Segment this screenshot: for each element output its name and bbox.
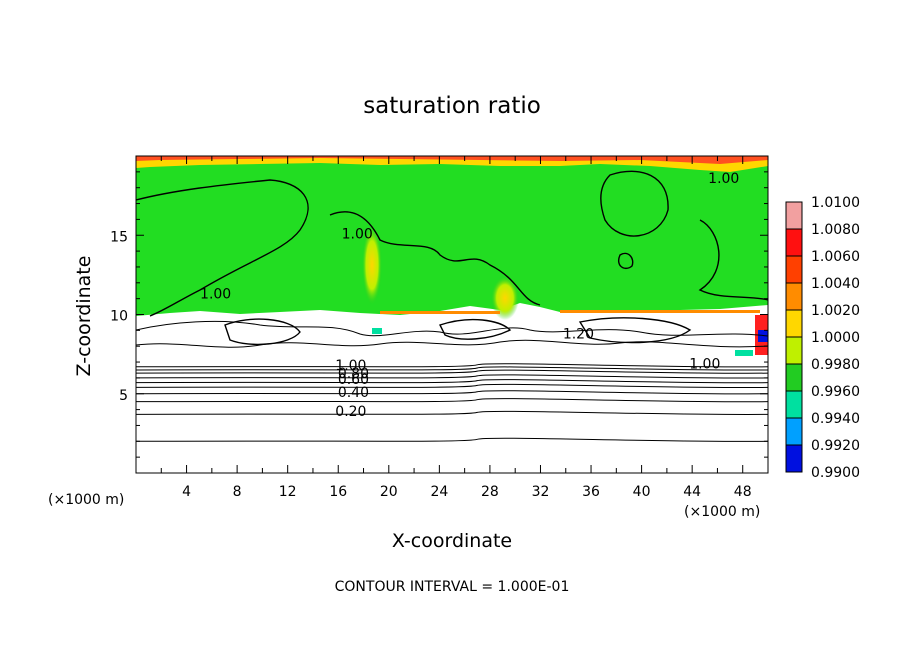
x-tick-label: 4 xyxy=(182,484,191,500)
edge-strip-right-blue xyxy=(758,330,768,342)
chart-title: saturation ratio xyxy=(363,93,541,119)
horizontal-contours xyxy=(136,363,768,442)
colorbar-label: 0.9920 xyxy=(811,438,860,454)
colorbar-swatch xyxy=(786,310,802,337)
colorbar-swatch xyxy=(786,418,802,445)
colorbar-label: 1.0100 xyxy=(811,195,860,211)
contour-upper-left xyxy=(136,179,309,317)
x-tick-label: 32 xyxy=(532,484,550,500)
x-tick-label: 12 xyxy=(279,484,297,500)
y-axis: 5 10 15 xyxy=(110,171,768,458)
hotspot-left xyxy=(362,225,382,305)
colorbar-swatch xyxy=(786,364,802,391)
contour-middle xyxy=(329,211,541,306)
x-axis-label: X-coordinate xyxy=(392,530,512,552)
contour-labels: 1.001.001.001.201.001.000.800.600.400.20 xyxy=(200,171,739,420)
contour-line xyxy=(136,363,768,368)
contour-line xyxy=(136,379,768,384)
y-tick-label: 15 xyxy=(110,229,128,245)
x-tick-label: 36 xyxy=(582,484,600,500)
x-tick-label: 28 xyxy=(481,484,499,500)
colorbar-label: 1.0060 xyxy=(811,249,860,265)
contour-interval-note: CONTOUR INTERVAL = 1.000E-01 xyxy=(335,579,570,595)
contour-label: 1.00 xyxy=(342,226,373,242)
interface-band-orange xyxy=(380,311,500,314)
contour-label: 0.80 xyxy=(338,366,369,382)
cloud-loop-3 xyxy=(439,318,512,340)
contour-upper-right-loop xyxy=(600,170,669,237)
x-axis-units-right: (×1000 m) xyxy=(684,504,760,520)
colorbar-swatch xyxy=(786,445,802,472)
patch-cyan-1 xyxy=(372,328,382,334)
contour-line xyxy=(136,383,768,389)
colorbar-swatch xyxy=(786,202,802,229)
patch-cyan-2 xyxy=(735,350,753,356)
contour-line xyxy=(136,410,768,415)
contour-label: 1.20 xyxy=(563,326,594,342)
contour-label: 0.20 xyxy=(335,404,366,420)
cloud-contour-1 xyxy=(136,320,768,337)
contour-label: 1.00 xyxy=(200,287,231,303)
x-tick-label: 40 xyxy=(633,484,651,500)
x-tick-label: 20 xyxy=(380,484,398,500)
contour-small-loop xyxy=(618,252,634,270)
colorbar-swatch xyxy=(786,256,802,283)
colorbar-label: 0.9940 xyxy=(811,411,860,427)
interface-band-orange-right xyxy=(560,310,760,313)
colorbar-label: 0.9960 xyxy=(811,384,860,400)
colorbar-label: 0.9980 xyxy=(811,357,860,373)
colorbar-label: 1.0080 xyxy=(811,222,860,238)
hotspot-center xyxy=(491,276,519,320)
x-tick-label: 16 xyxy=(329,484,347,500)
contour-label: 1.00 xyxy=(335,358,366,374)
contour-right-wave xyxy=(698,219,768,301)
contour-line xyxy=(136,398,768,403)
colorbar-label: 1.0020 xyxy=(811,303,860,319)
contour-line xyxy=(136,437,768,442)
y-axis-label: Z-coordinate xyxy=(73,256,95,377)
plot-area: 1.001.001.001.201.001.000.800.600.400.20 xyxy=(136,156,768,473)
cloud-loop-1 xyxy=(224,318,301,346)
x-tick-label: 48 xyxy=(734,484,752,500)
x-axis-units-left: (×1000 m) xyxy=(48,492,124,508)
y-tick-label: 10 xyxy=(110,309,128,325)
colorbar-swatch xyxy=(786,229,802,256)
y-tick-label: 5 xyxy=(119,388,128,404)
x-tick-label: 24 xyxy=(430,484,448,500)
colorbar-label: 0.9900 xyxy=(811,465,860,481)
x-tick-label: 44 xyxy=(683,484,701,500)
contour-line xyxy=(136,369,768,374)
x-tick-label: 8 xyxy=(233,484,242,500)
contour-label: 0.60 xyxy=(338,372,369,388)
colorbar-swatch xyxy=(786,337,802,364)
contour-label: 1.00 xyxy=(708,171,739,187)
contour-line xyxy=(136,390,768,395)
contour-line xyxy=(136,366,768,371)
contour-line xyxy=(136,374,768,379)
colorbar: 1.0100 1.0080 1.0060 1.0040 1.0020 1.0000 0.99… xyxy=(785,195,860,481)
colorbar-swatch xyxy=(786,391,802,418)
top-boundary-red xyxy=(136,156,768,164)
colorbar-label: 1.0000 xyxy=(811,330,860,346)
contour-label: 1.00 xyxy=(689,356,720,372)
contour-label: 0.40 xyxy=(338,385,369,401)
cloud-loop-2 xyxy=(578,317,692,344)
colorbar-swatch xyxy=(786,283,802,310)
x-axis: 4 8 12 16 20 24 28 32 36 40 44 48 xyxy=(160,156,752,500)
colorbar-label: 1.0040 xyxy=(811,276,860,292)
